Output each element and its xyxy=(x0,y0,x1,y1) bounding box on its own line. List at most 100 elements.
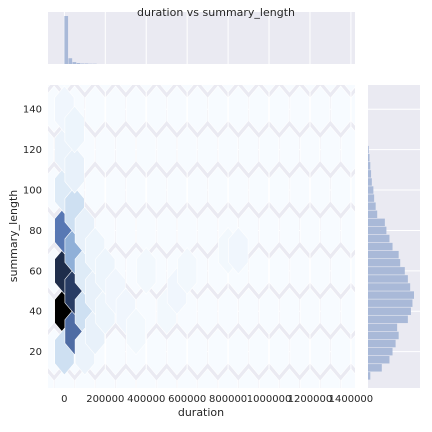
hex-base-65 xyxy=(351,254,355,288)
x-tick-label-3: 600000 xyxy=(168,394,206,405)
hex-base-6 xyxy=(156,368,177,388)
marginal-y-bar-11 xyxy=(368,283,411,291)
hex-base-23 xyxy=(166,327,187,376)
hex-base-20 xyxy=(105,327,126,376)
hex-base-141 xyxy=(221,85,235,93)
hex-base-135 xyxy=(98,85,112,93)
hex-base-5 xyxy=(136,368,157,388)
marginal-y-bar-27 xyxy=(368,153,370,162)
marginal-y-bar-20 xyxy=(368,210,378,219)
hex-base-134 xyxy=(78,85,92,93)
hex-base-130 xyxy=(330,85,351,133)
hex-base-7 xyxy=(177,368,198,388)
hex-base-95 xyxy=(289,166,310,214)
hex-base-11 xyxy=(258,368,280,388)
hexbin-main xyxy=(48,85,355,388)
hex-base-91 xyxy=(207,166,228,214)
hex-base-114 xyxy=(340,125,355,174)
hex-base-26 xyxy=(228,327,249,376)
hex-base-110 xyxy=(258,125,280,174)
marginal-y-bar-7 xyxy=(368,315,408,324)
hex-base-108 xyxy=(218,125,239,174)
marginal-x-grid xyxy=(63,12,352,64)
hex-base-92 xyxy=(228,166,249,214)
hex-base-120 xyxy=(126,85,146,133)
hex-base-3 xyxy=(95,368,116,388)
marginal-x-bars xyxy=(64,16,97,64)
hex-base-125 xyxy=(228,85,249,133)
hex-base-119 xyxy=(105,85,126,133)
marginal-y-bar-8 xyxy=(368,307,411,315)
hex-base-78 xyxy=(279,206,300,255)
y-tick-label-6: 140 xyxy=(23,105,42,116)
hex-base-138 xyxy=(160,85,174,93)
hex-base-44 xyxy=(258,287,280,335)
marginal-x-histogram xyxy=(48,12,355,64)
hex-base-127 xyxy=(269,85,290,133)
marginal-y-bar-28 xyxy=(368,145,369,154)
hex-base-129 xyxy=(310,85,331,133)
hex-base-90 xyxy=(187,166,208,214)
hex-base-88 xyxy=(146,166,167,214)
hex-cell-25 xyxy=(136,247,157,295)
x-tick-labels: 0 200000 400000 600000 800000 100000012000001… xyxy=(61,394,373,405)
hex-base-15 xyxy=(340,368,355,388)
x-tick-label-5: 1000000 xyxy=(247,394,292,405)
marginal-y-bar-0 xyxy=(368,372,371,380)
hex-base-47 xyxy=(320,287,341,335)
marginal-y-bar-2 xyxy=(368,355,390,364)
hex-base-144 xyxy=(283,85,296,93)
marginal-y-bar-24 xyxy=(368,178,372,186)
hex-base-46 xyxy=(299,287,321,335)
hex-base-74 xyxy=(197,206,218,255)
hex-base-132 xyxy=(48,85,51,88)
hex-base-63 xyxy=(310,247,331,295)
marginal-y-bar-19 xyxy=(368,218,385,227)
hex-base-28 xyxy=(269,327,290,376)
marginal-y-bar-18 xyxy=(368,226,387,235)
hex-base-121 xyxy=(146,85,167,133)
marginal-y-bar-9 xyxy=(368,299,413,307)
hex-base-22 xyxy=(146,327,167,376)
marginal-y-bar-6 xyxy=(368,323,398,332)
marginal-y-bar-25 xyxy=(368,170,372,178)
x-tick-label-0: 0 xyxy=(61,394,67,405)
hex-base-81 xyxy=(340,206,355,255)
y-tick-labels: 20 40 60 80 100 120 140 xyxy=(23,105,42,358)
hex-base-70 xyxy=(115,206,136,255)
hex-base-145 xyxy=(303,85,317,93)
hex-base-128 xyxy=(289,85,310,133)
hex-base-32 xyxy=(351,335,355,369)
marginal-y-bar-3 xyxy=(368,347,393,356)
hex-base-137 xyxy=(139,85,153,93)
hex-base-146 xyxy=(324,85,337,93)
y-tick-label-5: 120 xyxy=(23,145,42,156)
marginal-y-bar-5 xyxy=(368,331,399,340)
hex-base-61 xyxy=(269,247,290,295)
hex-base-109 xyxy=(238,125,259,174)
hex-base-80 xyxy=(320,206,341,255)
hex-base-123 xyxy=(187,85,208,133)
x-tick-label-6: 1200000 xyxy=(288,394,333,405)
hex-base-107 xyxy=(197,125,218,174)
marginal-x-bar-0 xyxy=(64,16,69,64)
hex-base-33 xyxy=(48,292,54,331)
hex-base-86 xyxy=(105,166,126,214)
hex-base-99 xyxy=(48,130,54,169)
hex-base-98 xyxy=(351,173,355,207)
hex-base-1 xyxy=(54,368,75,388)
y-tick-label-2: 60 xyxy=(29,266,42,277)
hex-base-126 xyxy=(248,85,269,133)
y-axis-title: summary_length xyxy=(7,190,20,282)
x-tick-label-4: 800000 xyxy=(209,394,247,405)
y-tick-label-3: 80 xyxy=(29,226,42,237)
hex-base-87 xyxy=(126,166,146,214)
hex-cell-24 xyxy=(126,307,146,356)
hex-base-97 xyxy=(330,166,351,214)
hex-base-45 xyxy=(279,287,300,335)
hex-base-94 xyxy=(269,166,290,214)
x-tick-label-1: 200000 xyxy=(86,394,124,405)
y-tick-label-1: 40 xyxy=(29,307,42,318)
y-tick-label-4: 100 xyxy=(23,186,42,197)
hex-base-131 xyxy=(351,92,355,126)
